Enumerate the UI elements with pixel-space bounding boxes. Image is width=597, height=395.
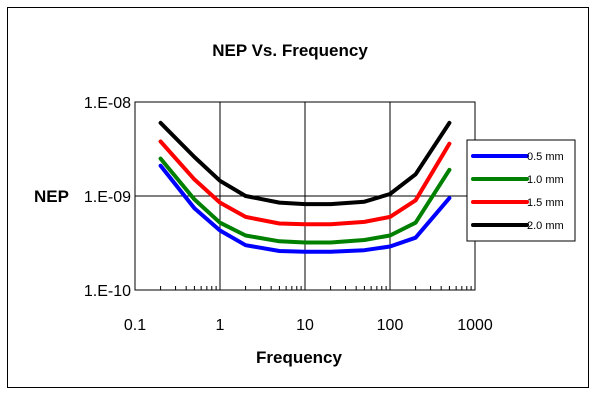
- legend-label-0: 0.5 mm: [527, 151, 564, 163]
- x-tick-label-1: 1: [216, 317, 225, 334]
- x-minor-ticks: [160, 286, 472, 290]
- series-layer: [158, 120, 452, 254]
- series-line-0: [158, 163, 452, 254]
- y-tick-label-0: 1.E-10: [84, 283, 131, 300]
- series-line-1: [158, 156, 452, 245]
- x-tick-label-0: 0.1: [124, 317, 146, 334]
- legend-label-1: 1.0 mm: [527, 174, 564, 186]
- y-axis-label: NEP: [34, 187, 69, 206]
- y-tick-label-1: 1.E-09: [84, 189, 131, 206]
- y-tick-label-2: 1.E-08: [84, 95, 131, 112]
- x-tick-label-2: 10: [296, 317, 314, 334]
- y-tick-labels: 1.E-10 1.E-09 1.E-08: [84, 95, 131, 300]
- series-line-2: [158, 139, 452, 227]
- series-line-3: [158, 120, 452, 207]
- chart-title: NEP Vs. Frequency: [212, 41, 368, 60]
- x-tick-label-3: 100: [377, 317, 404, 334]
- x-axis-label: Frequency: [256, 348, 343, 367]
- legend: 0.5 mm 1.0 mm 1.5 mm 2.0 mm: [466, 139, 576, 242]
- x-tick-labels: 0.1 1 10 100 1000: [124, 317, 493, 334]
- x-tick-label-4: 1000: [457, 317, 493, 334]
- legend-label-3: 2.0 mm: [527, 220, 564, 232]
- legend-label-2: 1.5 mm: [527, 197, 564, 209]
